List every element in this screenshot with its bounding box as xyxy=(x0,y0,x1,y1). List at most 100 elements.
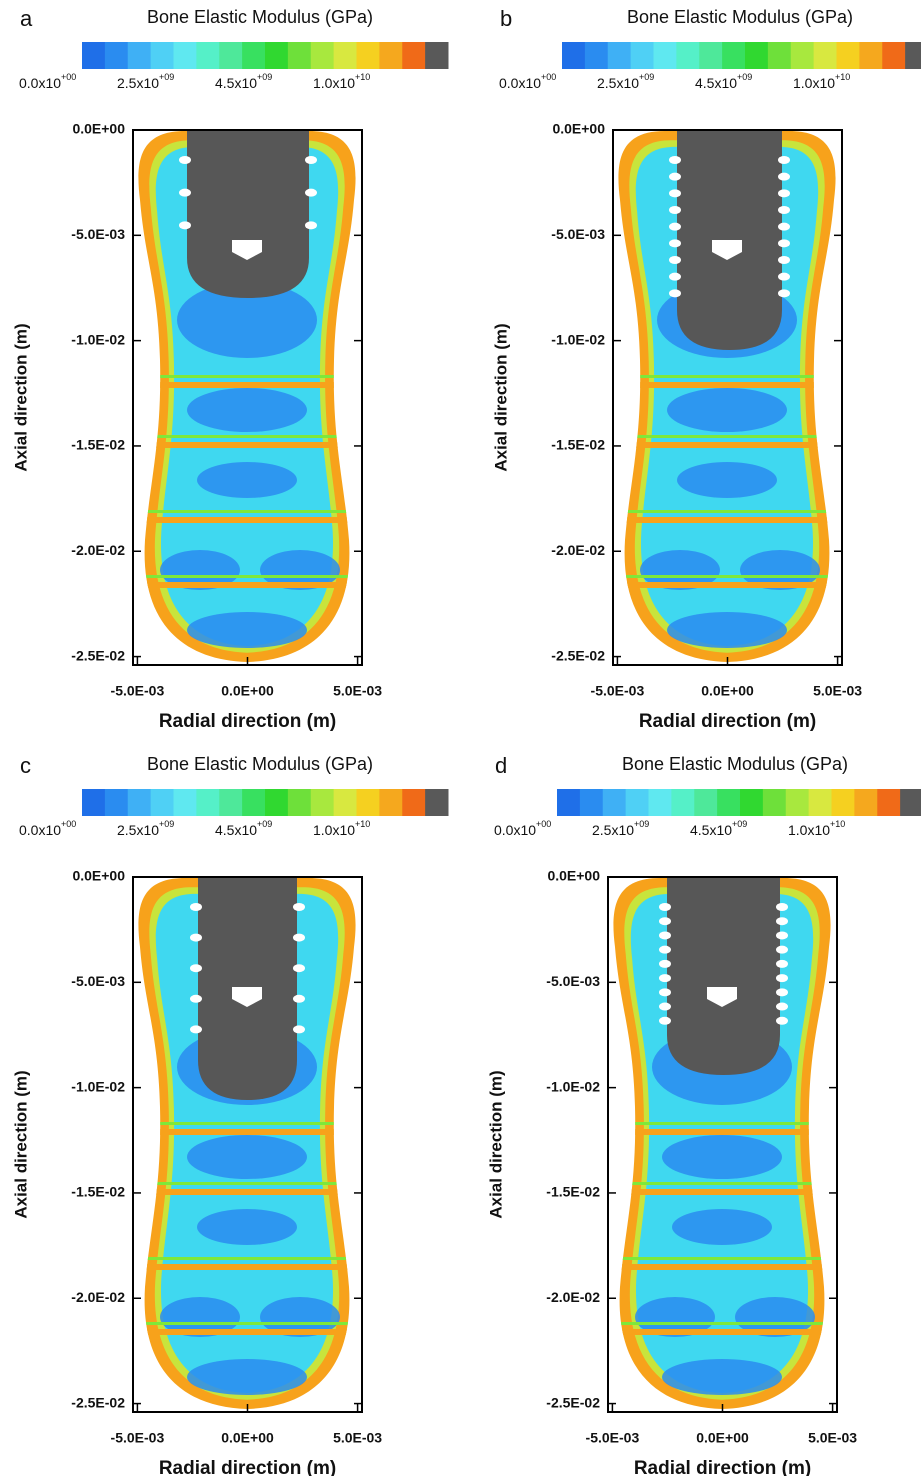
colorbar-tick-mantissa: 2.5x10 xyxy=(117,75,159,91)
thread-gap xyxy=(669,206,681,214)
thread-gap xyxy=(669,239,681,247)
figure: a Bone Elastic Modulus (GPa) 0.0x10+00 2.5x… xyxy=(0,0,921,1476)
colorbar-tick-label: 0.0x10+00 xyxy=(494,819,551,837)
mid-band xyxy=(140,1257,355,1260)
implant xyxy=(187,130,309,298)
thread-gap xyxy=(669,289,681,297)
colorbar-tick-exponent: +10 xyxy=(830,819,845,829)
panel-label: b xyxy=(500,6,512,31)
y-tick-label: -2.5E-02 xyxy=(71,647,125,663)
colorbar-tick-label: 2.5x10+09 xyxy=(597,72,654,90)
panel-label: a xyxy=(20,6,33,31)
thread-gap xyxy=(179,156,191,164)
colorbar-tick-mantissa: 0.0x10 xyxy=(19,822,61,838)
mid-band xyxy=(620,575,835,578)
colorbar-tick-label: 1.0x10+10 xyxy=(788,819,845,837)
x-axis-title: Radial direction (m) xyxy=(634,1458,811,1476)
y-tick-label: -2.0E-02 xyxy=(551,542,605,558)
colorbar-cell xyxy=(265,42,288,69)
y-tick-label: -1.0E-02 xyxy=(71,1078,125,1094)
colorbar-cell xyxy=(557,789,580,816)
thread-gap xyxy=(778,223,790,231)
mid-band xyxy=(620,510,835,513)
colorbar-tick-exponent: +09 xyxy=(737,72,752,82)
colorbar-cell xyxy=(837,42,860,69)
colorbar-cell xyxy=(334,42,357,69)
low-modulus-region xyxy=(197,1209,297,1245)
thread-gap xyxy=(778,189,790,197)
colorbar-tick-mantissa: 4.5x10 xyxy=(215,822,257,838)
colorbar-cell xyxy=(128,42,151,69)
colorbar-tick-label: 0.0x10+00 xyxy=(19,72,76,90)
thread-gap xyxy=(669,173,681,181)
colorbar-cell xyxy=(654,42,677,69)
thread-gap xyxy=(669,223,681,231)
high-modulus-band xyxy=(140,517,355,523)
colorbar-cell xyxy=(580,789,603,816)
high-modulus-band xyxy=(140,582,355,588)
colorbar-title: Bone Elastic Modulus (GPa) xyxy=(147,7,373,27)
colorbar-cell xyxy=(900,789,921,816)
colorbar-cell xyxy=(882,42,905,69)
colorbar-tick-label: 1.0x10+10 xyxy=(313,819,370,837)
y-tick-label: -5.0E-03 xyxy=(71,973,125,989)
y-tick-label: -1.0E-02 xyxy=(71,331,125,347)
y-tick-label: -1.5E-02 xyxy=(71,437,125,453)
colorbar-cell xyxy=(425,789,448,816)
low-modulus-region xyxy=(187,388,307,432)
thread-gap xyxy=(776,988,788,996)
mid-band xyxy=(140,510,355,513)
colorbar-cell xyxy=(832,789,855,816)
colorbar-tick-mantissa: 4.5x10 xyxy=(695,75,737,91)
thread-gap xyxy=(776,1017,788,1025)
thread-gap xyxy=(293,964,305,972)
low-modulus-region xyxy=(197,462,297,498)
colorbar-cell xyxy=(128,789,151,816)
colorbar-cell xyxy=(877,789,900,816)
thread-gap xyxy=(190,1025,202,1033)
y-tick-label: -2.5E-02 xyxy=(551,647,605,663)
colorbar-cell xyxy=(174,789,197,816)
thread-gap xyxy=(659,917,671,925)
colorbar-tick-label: 2.5x10+09 xyxy=(117,819,174,837)
colorbar-cell xyxy=(242,789,265,816)
colorbar-tick-mantissa: 2.5x10 xyxy=(592,822,634,838)
colorbar-tick-mantissa: 1.0x10 xyxy=(313,822,355,838)
thread-gap xyxy=(659,903,671,911)
thread-gap xyxy=(293,1025,305,1033)
colorbar-cell xyxy=(694,789,717,816)
colorbar-cell xyxy=(288,42,311,69)
panel: a Bone Elastic Modulus (GPa) 0.0x10+00 2.5x… xyxy=(11,6,448,732)
high-modulus-band xyxy=(620,442,835,448)
y-axis-title: Axial direction (m) xyxy=(486,1070,505,1218)
colorbar-cell xyxy=(745,42,768,69)
high-modulus-band xyxy=(140,1129,355,1135)
thread-gap xyxy=(669,273,681,281)
thread-gap xyxy=(778,156,790,164)
thread-gap xyxy=(778,206,790,214)
colorbar-tick-mantissa: 0.0x10 xyxy=(19,75,61,91)
colorbar-tick-exponent: +09 xyxy=(639,72,654,82)
colorbar-cell xyxy=(649,789,672,816)
thread-gap xyxy=(669,256,681,264)
high-modulus-band xyxy=(615,1129,830,1135)
high-modulus-band xyxy=(615,1329,830,1335)
y-axis-title: Axial direction (m) xyxy=(11,1070,30,1218)
x-tick-label: 0.0E+00 xyxy=(221,1430,274,1446)
colorbar-tick-label: 4.5x10+09 xyxy=(690,819,747,837)
thread-gap xyxy=(776,931,788,939)
x-tick-label: -5.0E-03 xyxy=(111,683,165,699)
x-tick-label: 0.0E+00 xyxy=(701,683,754,699)
x-tick-label: 0.0E+00 xyxy=(221,683,274,699)
colorbar-cell xyxy=(631,42,654,69)
colorbar-cell xyxy=(357,42,380,69)
thread-gap xyxy=(293,934,305,942)
x-tick-label: 5.0E-03 xyxy=(333,683,382,699)
colorbar-tick-mantissa: 2.5x10 xyxy=(597,75,639,91)
thread-gap xyxy=(190,964,202,972)
x-tick-label: -5.0E-03 xyxy=(586,1430,640,1446)
low-modulus-region xyxy=(672,1209,772,1245)
colorbar-cell xyxy=(151,789,174,816)
colorbar-tick-exponent: +09 xyxy=(159,72,174,82)
thread-gap xyxy=(293,903,305,911)
